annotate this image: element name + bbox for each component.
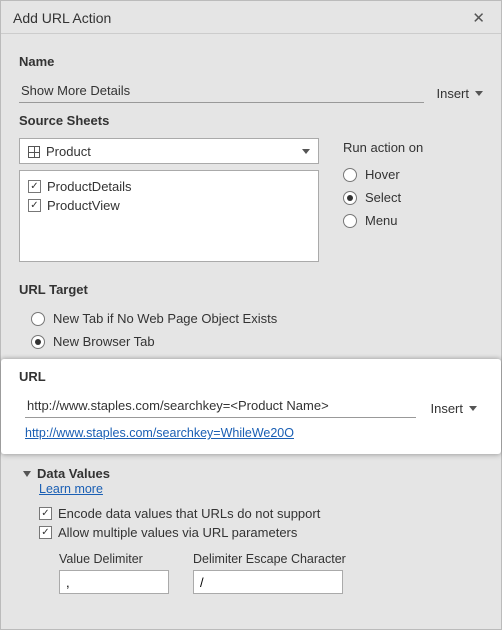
radio-label: Menu (365, 213, 398, 228)
source-sheet-selected: Product (46, 144, 91, 159)
url-input[interactable] (25, 394, 416, 418)
close-icon[interactable]: ✕ (468, 9, 489, 27)
radio-label: Hover (365, 167, 400, 182)
radio-label: New Tab if No Web Page Object Exists (53, 311, 277, 326)
sheet-icon (28, 146, 40, 158)
url-section: URL Insert http://www.staples.com/search… (1, 359, 501, 454)
caret-down-icon (475, 91, 483, 96)
url-label: URL (19, 369, 483, 384)
checkbox-label: Encode data values that URLs do not supp… (58, 506, 320, 521)
radio-label: New Browser Tab (53, 334, 155, 349)
radio-icon[interactable] (31, 312, 45, 326)
url-insert-dropdown[interactable]: Insert (430, 401, 477, 418)
name-label: Name (19, 54, 483, 69)
radio-icon[interactable] (343, 191, 357, 205)
url-target-label: URL Target (19, 282, 483, 297)
run-option-hover[interactable]: Hover (343, 163, 423, 186)
url-insert-label: Insert (430, 401, 463, 416)
radio-icon[interactable] (343, 168, 357, 182)
source-sheet-select[interactable]: Product (19, 138, 319, 164)
run-option-select[interactable]: Select (343, 186, 423, 209)
encode-checkbox-row[interactable]: ✓ Encode data values that URLs do not su… (39, 504, 483, 523)
radio-label: Select (365, 190, 401, 205)
caret-down-icon (469, 406, 477, 411)
radio-icon[interactable] (343, 214, 357, 228)
escape-char-label: Delimiter Escape Character (193, 552, 346, 566)
titlebar: Add URL Action ✕ (1, 1, 501, 34)
url-preview-link[interactable]: http://www.staples.com/searchkey=WhileWe… (19, 418, 300, 440)
checkbox-icon[interactable]: ✓ (39, 526, 52, 539)
source-sheets-label: Source Sheets (19, 113, 483, 128)
learn-more-link[interactable]: Learn more (39, 482, 103, 496)
name-insert-dropdown[interactable]: Insert (436, 86, 483, 103)
name-insert-label: Insert (436, 86, 469, 101)
checkbox-icon[interactable]: ✓ (39, 507, 52, 520)
escape-char-input[interactable] (193, 570, 343, 594)
checkbox-icon[interactable]: ✓ (28, 180, 41, 193)
radio-icon[interactable] (31, 335, 45, 349)
run-action-label: Run action on (343, 140, 423, 155)
allow-multi-checkbox-row[interactable]: ✓ Allow multiple values via URL paramete… (39, 523, 483, 542)
target-option-new-browser-tab[interactable]: New Browser Tab (31, 330, 483, 353)
target-option-newtab-if[interactable]: New Tab if No Web Page Object Exists (31, 307, 483, 330)
add-url-action-dialog: Add URL Action ✕ Name Insert Source Shee… (0, 0, 502, 630)
name-input[interactable] (19, 79, 424, 103)
dialog-title: Add URL Action (13, 10, 111, 26)
source-sheet-listbox[interactable]: ✓ ProductDetails ✓ ProductView (19, 170, 319, 262)
data-values-heading: Data Values (37, 466, 110, 481)
checkbox-label: Allow multiple values via URL parameters (58, 525, 297, 540)
caret-down-icon (302, 149, 310, 154)
chevron-down-icon[interactable] (23, 471, 31, 477)
value-delimiter-input[interactable] (59, 570, 169, 594)
value-delimiter-label: Value Delimiter (59, 552, 169, 566)
list-item-label: ProductDetails (47, 179, 132, 194)
list-item[interactable]: ✓ ProductDetails (28, 177, 310, 196)
list-item[interactable]: ✓ ProductView (28, 196, 310, 215)
list-item-label: ProductView (47, 198, 120, 213)
run-option-menu[interactable]: Menu (343, 209, 423, 232)
checkbox-icon[interactable]: ✓ (28, 199, 41, 212)
